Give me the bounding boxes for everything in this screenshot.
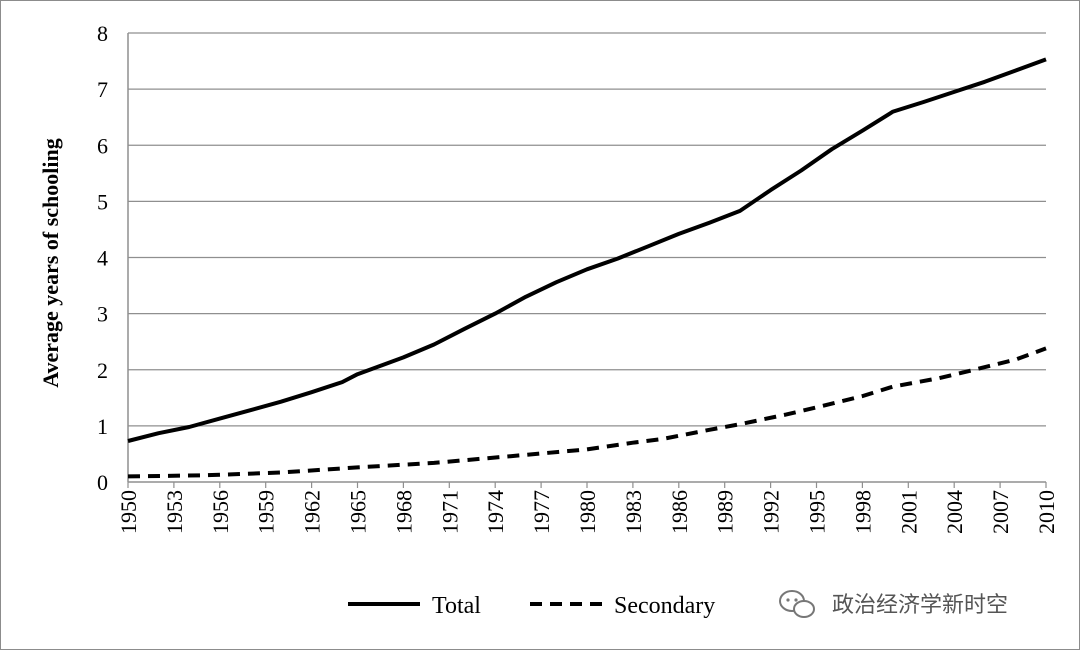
x-tick-label: 1956	[208, 490, 233, 534]
x-tick-label: 1965	[346, 490, 371, 534]
x-tick-label: 1998	[850, 490, 875, 534]
legend-label-total: Total	[432, 593, 481, 619]
y-tick-label: 6	[97, 133, 108, 158]
x-tick-label: 1968	[391, 490, 416, 534]
y-tick-label: 1	[97, 414, 108, 439]
series-line-secondary	[127, 346, 1047, 479]
y-tick-label: 0	[97, 470, 108, 495]
gridlines	[128, 32, 1046, 427]
legend-label-secondary: Secondary	[614, 593, 715, 619]
x-tick-label: 2007	[988, 490, 1013, 534]
x-tick-labels: 1950 1953 1956 1959 1962 1965 1968 1971 1974 1977…	[116, 490, 1059, 534]
x-tick-label: 2004	[942, 490, 967, 534]
series-line-total	[127, 57, 1047, 443]
x-tick-label: 1992	[759, 490, 784, 534]
x-tick-label: 1995	[805, 490, 830, 534]
y-tick-label: 3	[97, 302, 108, 327]
watermark-text: 政治经济学新时空	[832, 593, 1008, 618]
x-tick-label: 1974	[483, 490, 508, 534]
series-lines	[127, 57, 1047, 479]
y-tick-label: 5	[97, 189, 108, 214]
legend: Total Secondary	[348, 593, 715, 619]
x-tick-label: 1986	[667, 490, 692, 534]
x-tick-label: 2010	[1034, 490, 1059, 534]
watermark: 政治经济学新时空	[779, 590, 1008, 618]
x-tick-label: 1962	[300, 490, 325, 534]
x-tick-label: 1989	[713, 490, 738, 534]
x-tick-label: 1980	[575, 490, 600, 534]
y-tick-label: 2	[97, 358, 108, 383]
axes	[127, 33, 1047, 488]
y-tick-label: 7	[97, 77, 108, 102]
x-tick-label: 1977	[529, 490, 554, 534]
x-tick-label: 2001	[896, 490, 921, 534]
x-tick-label: 1971	[437, 490, 462, 534]
y-tick-label: 8	[97, 21, 108, 46]
x-tick-label: 1983	[621, 490, 646, 534]
x-tick-label: 1950	[116, 490, 141, 534]
y-tick-labels: 0 1 2 3 4 5 6 7 8	[97, 21, 108, 495]
x-tick-label: 1953	[162, 490, 187, 534]
y-tick-label: 4	[97, 246, 108, 271]
wechat-icon	[779, 590, 815, 618]
x-tick-label: 1959	[254, 490, 279, 534]
y-axis-title: Average years of schooling	[38, 138, 63, 388]
